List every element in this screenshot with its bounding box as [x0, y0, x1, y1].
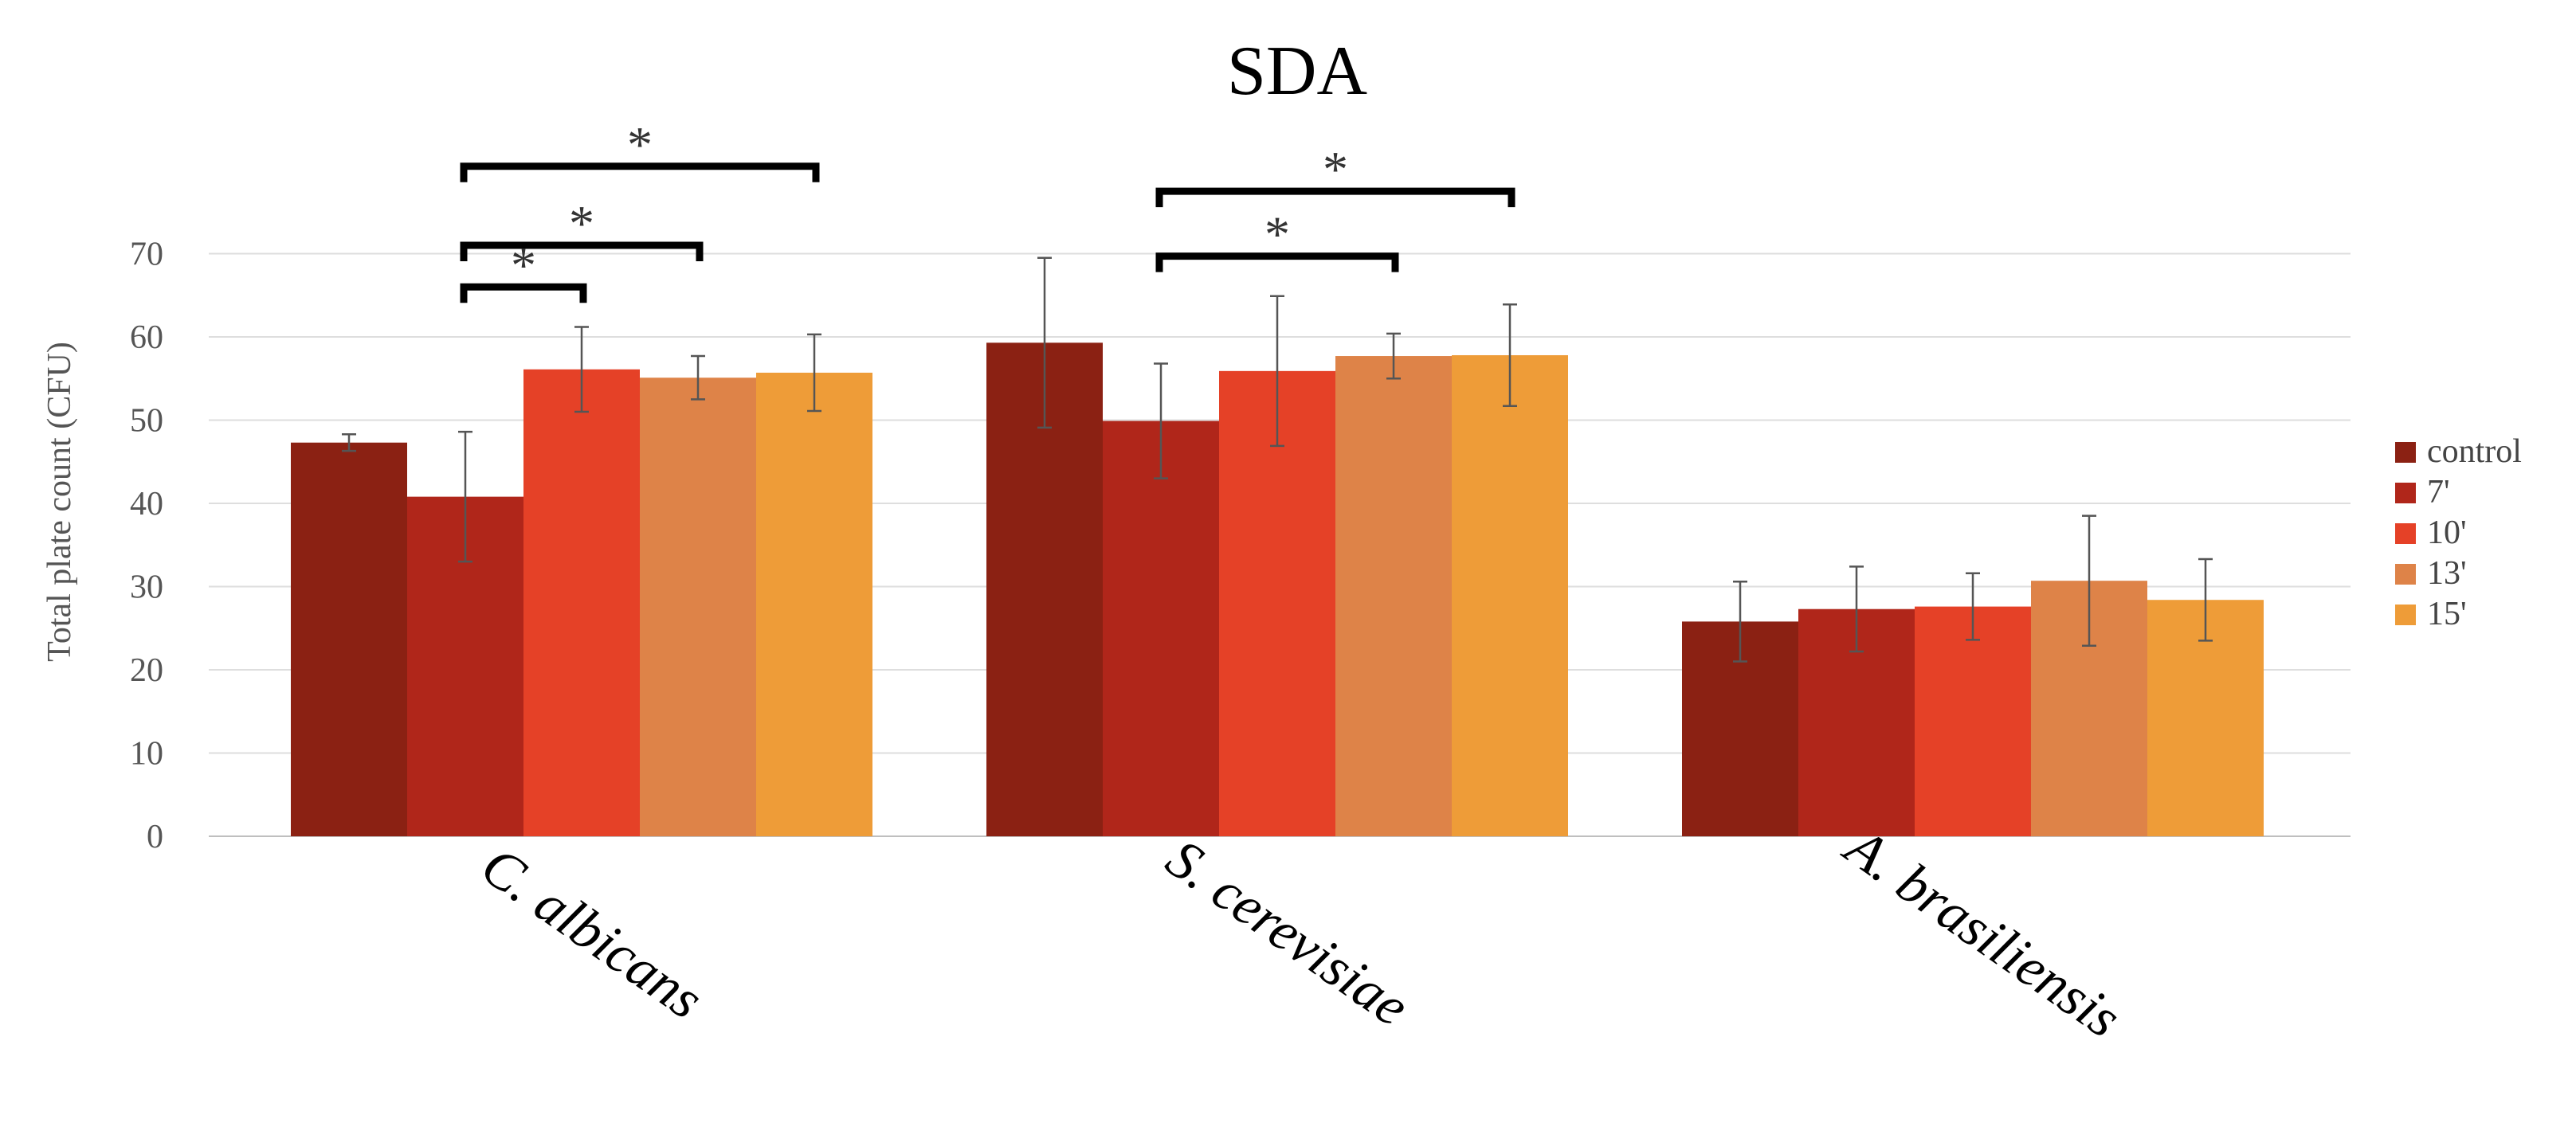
- legend-swatch: [2395, 442, 2416, 463]
- significance-bracket: [460, 283, 587, 303]
- error-bar: [1270, 295, 1284, 448]
- error-bar: [1733, 580, 1747, 663]
- error-bar: [1037, 256, 1052, 429]
- y-tick-label: 20: [130, 652, 163, 689]
- significance-brackets: *****: [460, 116, 1515, 303]
- bar: [640, 378, 756, 837]
- significance-star: *: [1264, 206, 1290, 263]
- bar: [523, 369, 640, 836]
- error-bar: [1386, 332, 1401, 380]
- legend-swatch: [2395, 564, 2416, 585]
- x-category-label: A. brasiliensis: [1832, 815, 2131, 1050]
- bar: [1452, 354, 1568, 836]
- significance-bracket: [1155, 187, 1515, 208]
- legend-swatch: [2395, 483, 2416, 503]
- error-bar: [807, 333, 821, 413]
- significance-bracket: [460, 162, 820, 182]
- legend-swatch: [2395, 523, 2416, 544]
- error-bar: [342, 433, 356, 452]
- y-tick-label: 60: [130, 319, 163, 356]
- error-bar: [574, 326, 589, 413]
- legend-label: 13': [2427, 555, 2467, 592]
- y-tick-label: 40: [130, 486, 163, 522]
- legend-label: 15': [2427, 596, 2467, 632]
- error-bars: [342, 256, 2213, 663]
- error-bar: [691, 354, 705, 401]
- bar: [756, 372, 872, 836]
- significance-bracket: [1155, 252, 1399, 272]
- bar: [1103, 421, 1219, 836]
- error-bar: [2198, 558, 2213, 642]
- significance-star: *: [569, 195, 594, 252]
- bar: [291, 442, 407, 836]
- legend-label: control: [2427, 433, 2522, 470]
- error-bar: [1503, 303, 1517, 407]
- error-bar: [1154, 362, 1168, 479]
- bar: [1915, 606, 2031, 836]
- significance-star: *: [1323, 141, 1348, 198]
- y-tick-label: 10: [130, 736, 163, 773]
- error-bar: [1849, 565, 1864, 653]
- legend-label: 10': [2427, 515, 2467, 551]
- bar: [1335, 356, 1452, 836]
- y-tick-label: 30: [130, 569, 163, 606]
- legend: control 7' 10' 13' 15': [2395, 433, 2522, 632]
- x-category-label: C. albicans: [470, 835, 713, 1031]
- error-bar: [458, 430, 472, 563]
- chart-title: SDA: [1227, 33, 1367, 110]
- y-axis-label: Total plate count (CFU): [41, 342, 78, 662]
- y-tick-label: 50: [130, 403, 163, 440]
- y-tick-label: 70: [130, 237, 163, 273]
- error-bar: [1966, 572, 1980, 641]
- bar: [1219, 370, 1335, 837]
- significance-star: *: [627, 116, 653, 173]
- legend-swatch: [2395, 605, 2416, 625]
- y-tick-label: 0: [147, 819, 163, 855]
- significance-bracket: [460, 241, 704, 262]
- x-category-label: S. cerevisiae: [1155, 828, 1420, 1038]
- legend-label: 7': [2427, 474, 2450, 511]
- error-bar: [2082, 515, 2096, 647]
- x-axis-category-labels: C. albicans S. cerevisiae A. brasiliensis: [470, 815, 2131, 1050]
